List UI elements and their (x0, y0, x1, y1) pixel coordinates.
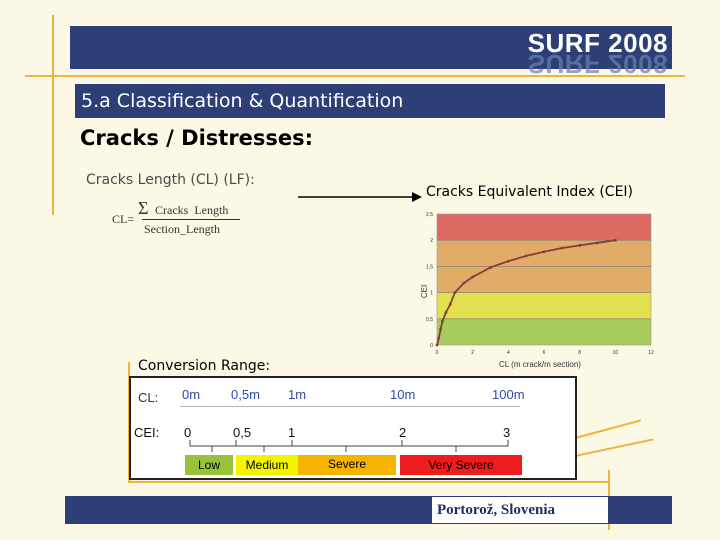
cei-row-label: CEI: (134, 425, 160, 440)
formula-denominator: Section_Length (144, 222, 220, 236)
chart-point (613, 238, 617, 242)
y-tick-label: 2,5 (426, 212, 433, 218)
cei-chart: 0 2 4 6 8 10 12 0 0,5 1 1,5 2 2,5 CL (m crack/m secti… (420, 212, 654, 369)
chart-point (506, 259, 510, 263)
cl-ruler (180, 406, 520, 407)
y-tick-label: 1,5 (426, 264, 433, 270)
chart-band (437, 266, 651, 293)
chart-band (437, 240, 651, 267)
chart-point (524, 254, 528, 258)
decor-line (128, 481, 608, 483)
y-tick-label: 1 (430, 291, 433, 297)
chart-band (437, 318, 651, 345)
chart-point (578, 244, 582, 247)
chart-point (542, 250, 546, 254)
chart-point (471, 275, 475, 279)
title-band (75, 84, 665, 118)
arrow-icon (298, 192, 422, 202)
cl-value: 0m (182, 387, 201, 402)
cei-value: 2 (399, 425, 407, 440)
chart-band (437, 214, 651, 241)
decor-line (574, 419, 641, 439)
chart-plot-frame (436, 213, 652, 346)
chart-point (440, 320, 444, 323)
chart-point (448, 302, 452, 306)
cl-formula: CL= Σ Cracks Length Section_Length (110, 198, 250, 240)
chart-point (437, 336, 441, 340)
x-tick-label: 0 (436, 350, 439, 356)
footer-location: Portorož, Slovenia (437, 502, 556, 518)
y-tick-label: 2 (430, 238, 433, 244)
cei-value: 1 (288, 425, 296, 440)
cei-value: 3 (503, 425, 511, 440)
header-band (70, 26, 672, 69)
cl-value: 10m (390, 387, 416, 402)
severity-low: Low (185, 455, 233, 475)
decor-line (574, 438, 654, 457)
range-brackets (189, 440, 509, 452)
severity-medium: Medium (236, 455, 298, 475)
cei-value: 0 (184, 425, 192, 440)
x-tick-label: 12 (648, 350, 654, 356)
chart-point (444, 311, 448, 314)
chart-point (489, 266, 492, 269)
sigma-symbol: Σ (138, 198, 149, 218)
x-tick-label: 10 (613, 350, 619, 356)
chart-point (453, 291, 457, 294)
chart-point (439, 327, 442, 331)
slide-title: 5.a Classification & Quantification (81, 90, 404, 112)
y-tick-label: 0 (430, 343, 433, 349)
formula-numerator: Cracks Length (155, 203, 229, 217)
cl-value: 1m (288, 387, 307, 402)
decor-line (52, 15, 54, 215)
footer-location-box (432, 497, 608, 523)
x-tick-label: 8 (578, 350, 581, 356)
y-axis-label: CEI (420, 285, 429, 298)
cl-value: 0,5m (231, 387, 260, 402)
cl-value: 100m (492, 387, 525, 402)
chart-point (462, 281, 466, 285)
chart-band (437, 292, 651, 319)
chart-point (596, 241, 599, 245)
decor-line (25, 75, 685, 77)
formula-lhs: CL= (112, 212, 135, 226)
x-tick-label: 4 (507, 350, 510, 356)
cl-label: Cracks Length (CL) (LF): (86, 172, 255, 188)
x-tick-label: 2 (471, 350, 474, 356)
chart-point (560, 246, 564, 250)
chart-point (435, 343, 439, 347)
cei-label: Cracks Equivalent Index (CEI) (426, 184, 633, 200)
cl-row-label: CL: (138, 390, 159, 405)
x-tick-label: 6 (543, 350, 546, 356)
brand-logo: SURF 2008 (527, 28, 668, 58)
severity-very-severe: Very Severe (400, 455, 522, 475)
section-subtitle: Cracks / Distresses: (80, 126, 314, 150)
fraction-bar (142, 219, 240, 220)
x-axis-label: CL (m crack/m section) (499, 360, 581, 369)
y-tick-label: 0,5 (426, 317, 433, 323)
brand-logo-reflection: SURF 2008 (527, 49, 668, 79)
severity-severe: Severe (298, 455, 396, 475)
conversion-label: Conversion Range: (138, 358, 271, 374)
cei-value: 0,5 (233, 425, 252, 440)
